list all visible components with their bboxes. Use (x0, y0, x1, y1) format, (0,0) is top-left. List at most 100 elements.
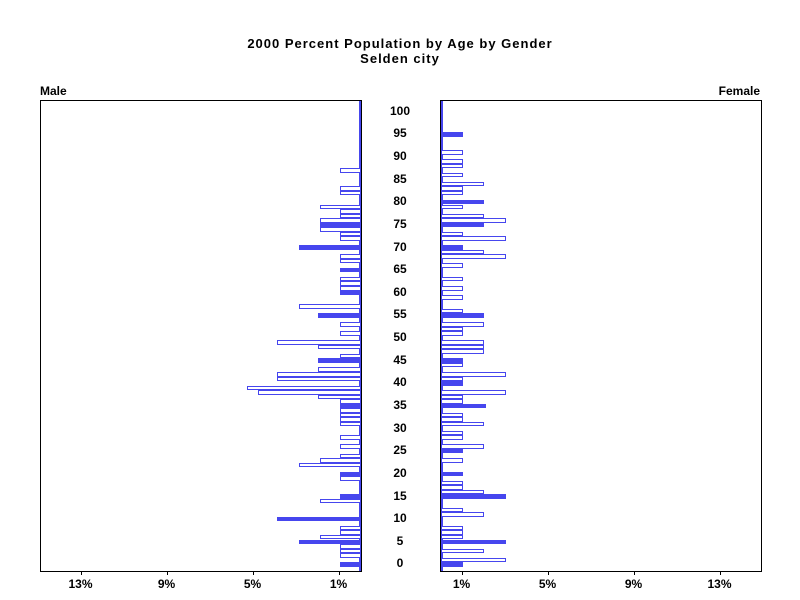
pyramid-bar-male-age-10 (277, 516, 361, 522)
pyramid-bar-female-age-53 (441, 322, 484, 327)
age-label-15: 15 (393, 488, 407, 503)
pyramid-bar-female-age-16 (441, 489, 484, 495)
pyramid-bar-female-age-8 (441, 525, 463, 531)
axis-tick (461, 571, 463, 575)
pyramid-bar-female-age-88 (441, 163, 463, 169)
male-pyramid-panel (40, 100, 362, 572)
pyramid-bar-male-age-3 (339, 548, 361, 554)
pyramid-bar-female-age-73 (441, 231, 463, 237)
age-label-10: 10 (393, 511, 407, 526)
pyramid-bar-female-age-52 (441, 326, 463, 332)
pyramid-bar-male-age-14 (320, 498, 361, 504)
pyramid-bar-male-age-36 (339, 399, 361, 404)
pyramid-bar-female-age-77 (441, 213, 484, 219)
pyramid-bar-male-age-51 (339, 331, 361, 336)
pyramid-bar-female-age-66 (441, 263, 463, 268)
pyramid-bar-female-age-84 (441, 181, 484, 187)
female-zero-axis-line (441, 101, 443, 571)
axis-tick (719, 571, 721, 575)
pyramid-bar-male-age-72 (339, 236, 361, 241)
age-label-30: 30 (393, 420, 407, 435)
pyramid-bar-female-age-15 (441, 494, 506, 499)
axis-tick (633, 571, 635, 575)
age-label-50: 50 (393, 330, 407, 344)
male-zero-axis-line (359, 101, 361, 571)
pyramid-bar-female-age-32 (441, 417, 463, 422)
pyramid-bar-male-age-55 (318, 313, 361, 318)
pyramid-bar-male-age-28 (339, 435, 361, 440)
pyramid-bar-male-age-57 (298, 304, 361, 309)
chart-subtitle: Selden city (360, 51, 440, 66)
pyramid-bar-female-age-86 (441, 172, 463, 178)
pyramid-bar-male-age-31 (339, 421, 361, 427)
pyramid-bar-male-age-75 (320, 222, 361, 228)
pyramid-bar-male-age-35 (339, 403, 361, 409)
pyramid-bar-female-age-12 (441, 507, 463, 513)
axis-tick (166, 571, 168, 575)
pyramid-bar-male-age-46 (339, 353, 361, 359)
pyramid-bar-female-age-29 (441, 430, 463, 436)
age-label-5: 5 (396, 533, 404, 548)
age-label-25: 25 (393, 443, 407, 458)
pyramid-bar-male-age-48 (318, 344, 361, 350)
pyramid-bar-female-age-37 (441, 394, 463, 400)
pyramid-bar-male-age-49 (277, 340, 361, 345)
pyramid-bar-male-age-38 (257, 390, 361, 395)
axis-tick-label: 1% (329, 577, 348, 591)
pyramid-bar-male-age-0 (339, 562, 361, 567)
axis-tick-label: 5% (243, 577, 262, 591)
age-label-85: 85 (393, 171, 407, 186)
pyramid-bar-male-age-23 (320, 458, 361, 463)
male-panel-label: Male (40, 84, 67, 98)
pyramid-bar-male-age-32 (339, 417, 361, 422)
pyramid-bar-female-age-35 (441, 403, 487, 409)
pyramid-bar-female-age-48 (441, 344, 484, 350)
pyramid-bar-female-age-11 (441, 512, 484, 517)
pyramid-bar-male-age-15 (339, 494, 361, 499)
age-label-70: 70 (393, 239, 407, 254)
age-label-95: 95 (393, 126, 407, 141)
pyramid-bar-female-age-89 (441, 159, 463, 164)
pyramid-bar-female-age-76 (441, 218, 506, 223)
pyramid-bar-female-age-83 (441, 186, 463, 191)
pyramid-bar-male-age-42 (277, 372, 361, 377)
pyramid-bar-male-age-60 (339, 290, 361, 296)
axis-tick-label: 13% (68, 577, 93, 591)
pyramid-bar-male-age-77 (339, 213, 361, 219)
pyramid-bar-female-age-45 (441, 358, 463, 363)
pyramid-bar-male-age-22 (298, 462, 361, 468)
pyramid-bar-female-age-80 (441, 199, 484, 205)
pyramid-bar-female-age-56 (441, 308, 463, 314)
pyramid-bar-male-age-41 (277, 376, 361, 382)
pyramid-bar-male-age-4 (339, 544, 361, 549)
pyramid-bar-male-age-7 (339, 530, 361, 535)
pyramid-bar-male-age-78 (339, 209, 361, 214)
pyramid-bar-male-age-83 (339, 186, 361, 191)
axis-tick (80, 571, 82, 575)
pyramid-bar-male-age-26 (339, 444, 361, 449)
pyramid-bar-male-age-43 (318, 367, 361, 372)
age-label-90: 90 (393, 149, 407, 163)
pyramid-bar-female-age-55 (441, 313, 484, 318)
axis-tick-label: 9% (157, 577, 176, 591)
pyramid-bar-male-age-45 (318, 358, 361, 363)
age-label-65: 65 (393, 262, 407, 277)
age-label-80: 80 (393, 194, 407, 209)
pyramid-bar-female-age-63 (441, 276, 463, 282)
pyramid-bar-male-age-8 (339, 525, 361, 531)
axis-tick-label: 13% (707, 577, 732, 591)
pyramid-bar-female-age-61 (441, 286, 463, 291)
axis-tick (338, 571, 340, 575)
pyramid-bar-male-age-68 (339, 254, 361, 259)
pyramid-bar-male-age-39 (247, 385, 361, 391)
pyramid-bar-male-age-61 (339, 286, 361, 291)
pyramid-bar-male-age-24 (339, 453, 361, 459)
axis-tick-label: 1% (452, 577, 471, 591)
pyramid-bar-female-age-59 (441, 295, 463, 300)
pyramid-bar-male-age-34 (339, 408, 361, 413)
age-label-20: 20 (393, 465, 407, 480)
pyramid-bar-male-age-19 (339, 476, 361, 481)
pyramid-bar-female-age-20 (441, 471, 463, 477)
pyramid-bar-female-age-68 (441, 254, 506, 259)
pyramid-bar-female-age-36 (441, 399, 463, 404)
